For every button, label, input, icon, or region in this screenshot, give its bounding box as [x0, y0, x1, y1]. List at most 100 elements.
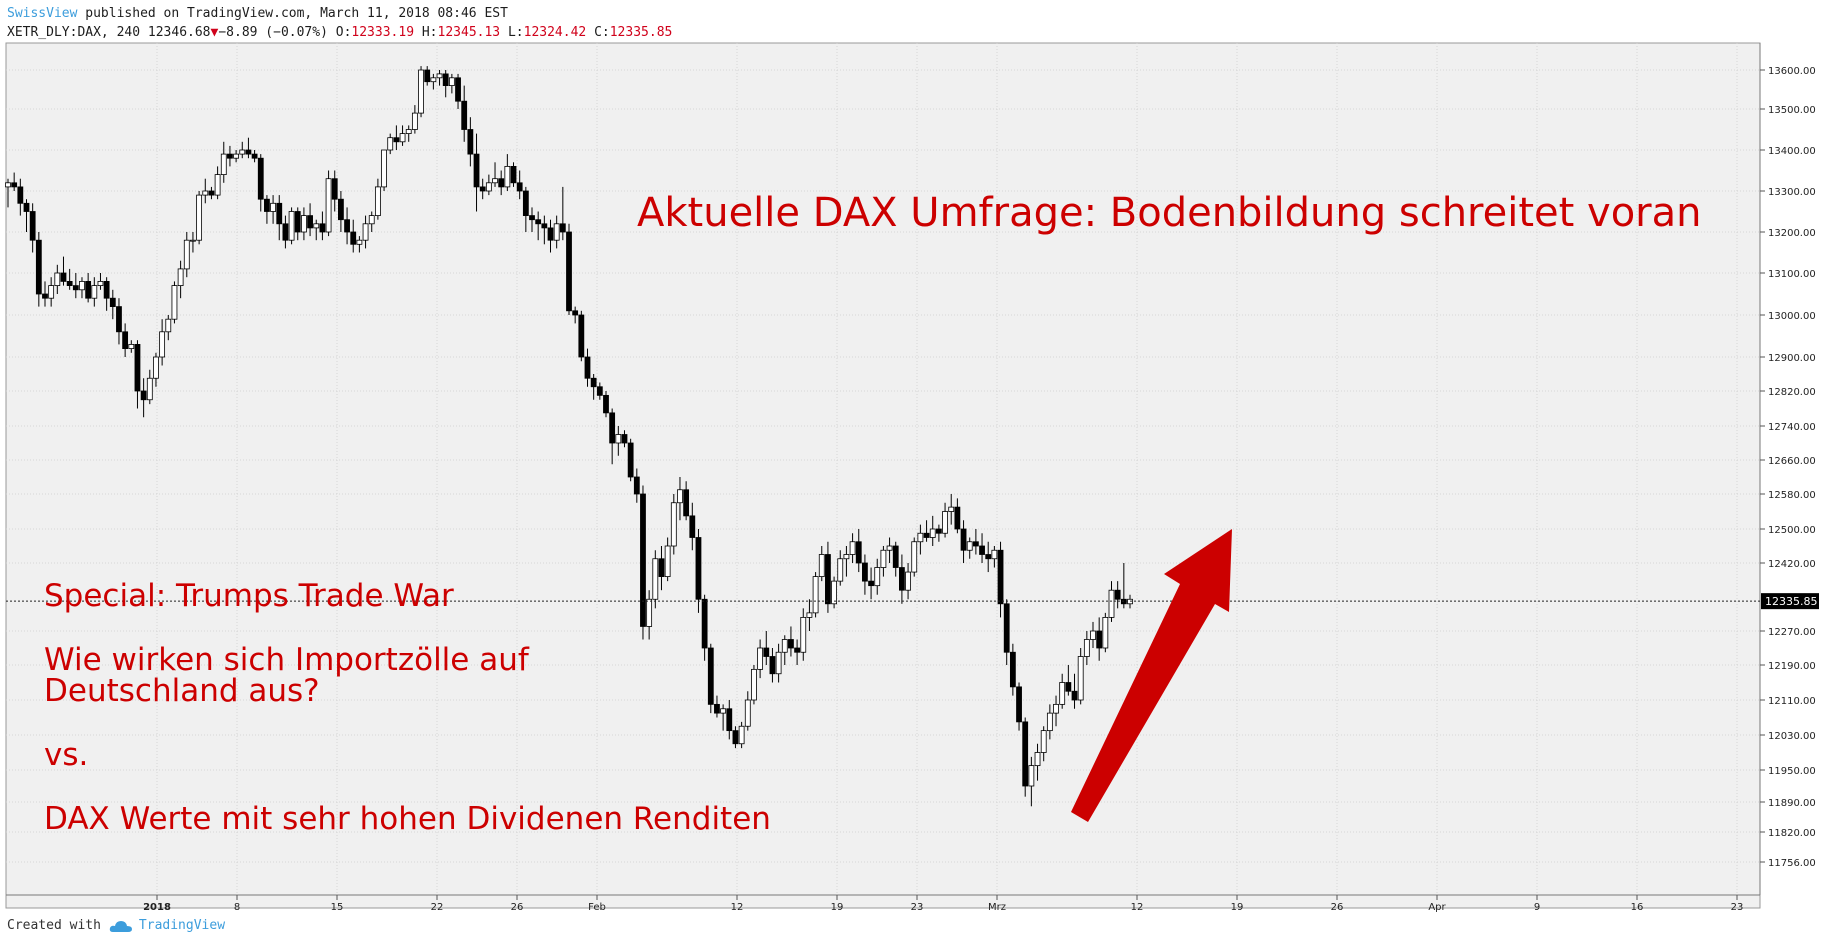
tradingview-link[interactable]: TradingView — [109, 918, 225, 933]
candle — [85, 273, 92, 303]
candle — [670, 494, 677, 555]
candle-body — [48, 285, 55, 299]
candle — [979, 533, 985, 563]
candle — [504, 154, 511, 191]
candle — [646, 590, 653, 640]
candle-body — [134, 343, 141, 392]
candle-body — [695, 537, 702, 600]
candle-body — [35, 239, 42, 295]
candle-body — [270, 202, 276, 212]
candle-body — [633, 476, 640, 495]
candle — [1040, 726, 1047, 762]
candle — [806, 599, 813, 631]
candle-body — [769, 656, 776, 675]
candle-body — [85, 280, 92, 299]
candle-body — [1059, 682, 1066, 705]
candle-body — [732, 730, 739, 745]
candle-body — [325, 178, 332, 233]
candle — [140, 378, 147, 418]
candle-body — [350, 231, 357, 245]
candle-body — [5, 182, 11, 188]
candle — [498, 170, 505, 196]
price-axis[interactable]: 13600.00 13500.00 13400.00 13300.00 13200.00… — [1760, 66, 1816, 869]
candle — [103, 277, 110, 311]
candle-body — [288, 211, 295, 241]
y-tick-label: 12740.00 — [1768, 422, 1816, 433]
y-tick-label: 12030.00 — [1768, 731, 1816, 742]
x-tick-label: 19 — [1231, 902, 1244, 913]
candle — [202, 178, 209, 204]
x-tick-label: Mrz — [988, 902, 1006, 913]
candle-body — [584, 356, 591, 379]
candle-body — [646, 598, 653, 627]
candle-body — [91, 285, 98, 299]
candle-body — [264, 198, 270, 212]
candle — [424, 66, 431, 86]
y-tick-label: 13100.00 — [1768, 269, 1816, 280]
open-label: O: — [335, 25, 352, 40]
candle — [1053, 695, 1059, 727]
candle — [701, 594, 708, 661]
candle-body — [868, 580, 874, 587]
candle-body — [60, 272, 67, 282]
candle-body — [153, 356, 159, 379]
candle — [11, 172, 18, 191]
candle-body — [23, 202, 30, 212]
candle-body — [640, 493, 646, 627]
x-tick-label: 26 — [1331, 902, 1344, 913]
author-link[interactable]: SwissView — [7, 6, 78, 21]
y-tick-label: 12190.00 — [1768, 661, 1816, 672]
annotation-vs: vs. — [44, 737, 88, 773]
candle-body — [831, 580, 837, 605]
time-axis[interactable]: 2018 8 15 22 26 Feb 12 19 23 Mrz 12 19 26 Apr 9 16 23 — [143, 895, 1743, 913]
plot-area[interactable] — [5, 42, 1761, 909]
candle-body — [42, 293, 48, 299]
candle-body — [455, 77, 461, 102]
candle-body — [572, 310, 579, 316]
candle — [60, 256, 67, 286]
candle-body — [960, 528, 967, 551]
candle — [1090, 621, 1096, 648]
candles-group — [5, 66, 1133, 807]
x-tick-label: 15 — [331, 902, 344, 913]
candle-body — [1022, 721, 1029, 787]
candle-body — [837, 558, 844, 582]
candle — [1009, 643, 1016, 696]
candle — [239, 141, 246, 159]
candle-body — [492, 178, 498, 184]
candle-body — [183, 239, 190, 270]
candle-body — [1028, 765, 1035, 787]
candle — [769, 648, 776, 683]
candle — [479, 178, 486, 200]
candle — [1022, 717, 1029, 797]
candle-body — [806, 612, 813, 618]
x-tick-label: 26 — [511, 902, 524, 913]
candle-body — [11, 182, 18, 188]
candle-body — [1071, 690, 1078, 701]
candle — [17, 178, 24, 216]
candle — [775, 643, 782, 683]
candle — [1083, 631, 1090, 665]
candle-body — [948, 506, 955, 512]
candle-body — [66, 280, 73, 286]
candle-body — [800, 617, 807, 653]
candle-body — [812, 576, 819, 614]
candle — [492, 162, 498, 187]
candle-body — [880, 549, 887, 568]
candle — [522, 186, 529, 232]
candle — [929, 515, 936, 546]
candle — [788, 626, 794, 657]
candle — [1003, 599, 1010, 665]
candle-body — [313, 223, 320, 229]
candle-body — [1034, 752, 1041, 767]
candle — [547, 219, 554, 253]
candle-body — [991, 549, 998, 560]
candle — [116, 298, 122, 345]
candle — [516, 170, 523, 200]
candle — [257, 154, 264, 212]
candle — [633, 468, 640, 503]
y-tick-label: 13300.00 — [1768, 187, 1816, 198]
candle-body — [116, 306, 122, 333]
candle-body — [208, 190, 215, 196]
